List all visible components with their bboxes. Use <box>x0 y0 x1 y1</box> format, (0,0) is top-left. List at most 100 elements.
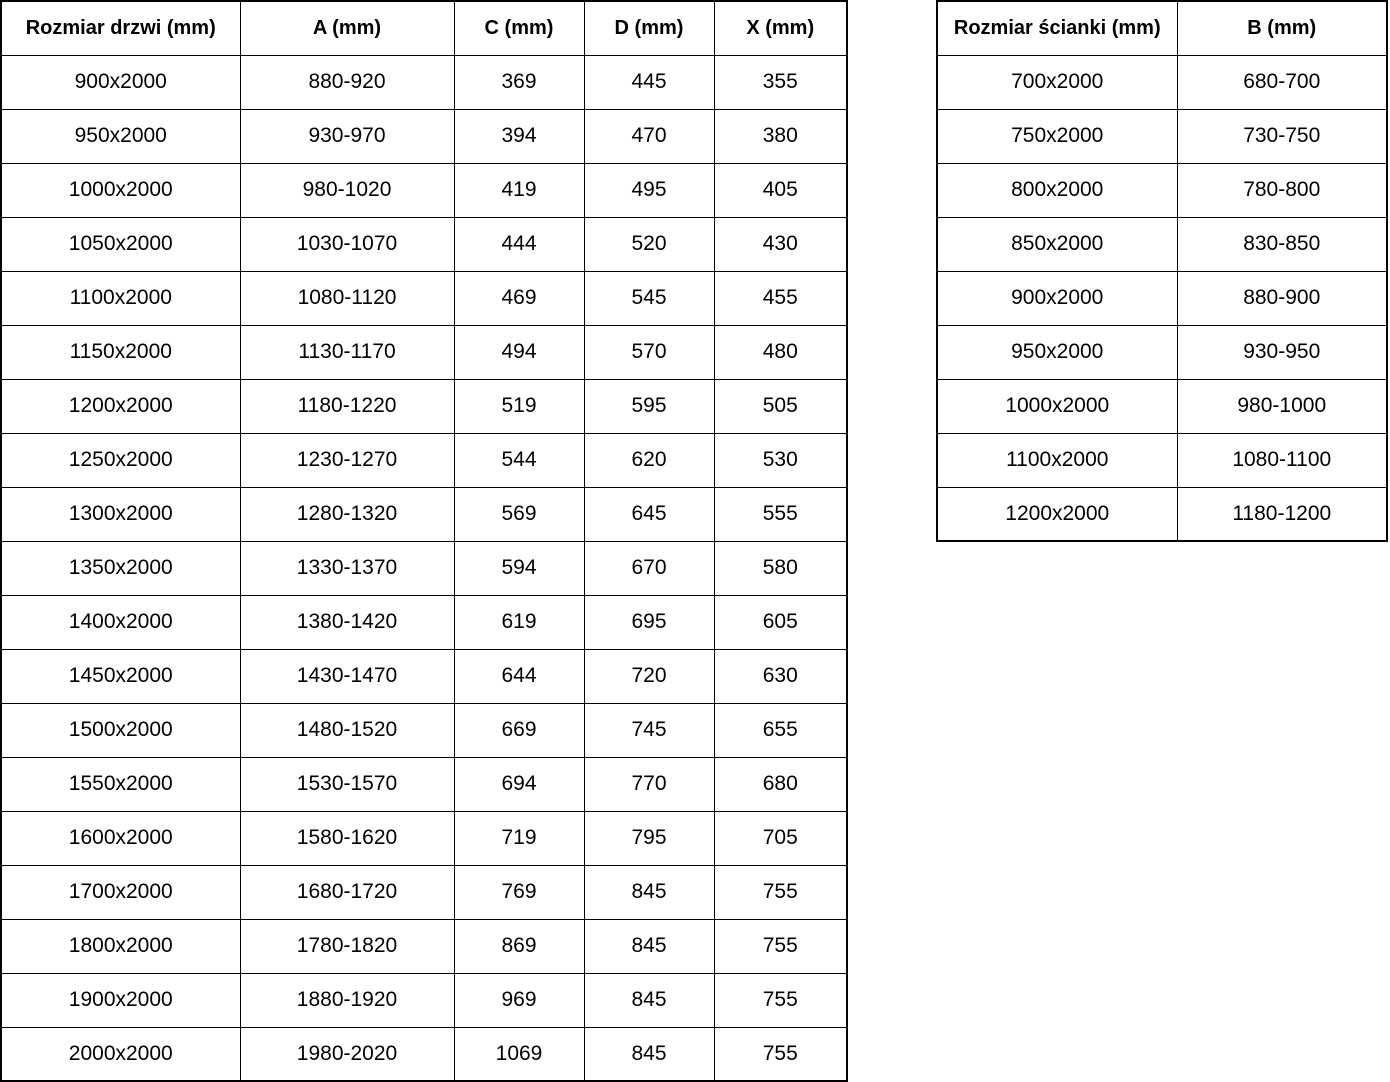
table-cell: 430 <box>713 216 848 272</box>
table-cell: 380 <box>713 108 848 164</box>
table-cell: 680-700 <box>1176 54 1388 110</box>
table-cell: 455 <box>713 270 848 326</box>
table-row: 800x2000 780-800 <box>936 162 1388 218</box>
table-cell: 670 <box>583 540 715 596</box>
table-cell: 1550x2000 <box>0 756 241 812</box>
table-cell: 755 <box>713 972 848 1028</box>
wall-panel-dimensions-table: Rozmiar ścianki (mm) B (mm) 700x2000 680-70… <box>936 0 1388 542</box>
table-cell: 769 <box>453 864 585 920</box>
table-row: 1300x2000 1280-1320 569 645 555 <box>0 486 848 542</box>
table-cell: 520 <box>583 216 715 272</box>
table-cell: 355 <box>713 54 848 110</box>
table-cell: 900x2000 <box>936 270 1178 326</box>
table-cell: 950x2000 <box>936 324 1178 380</box>
table-cell: 850x2000 <box>936 216 1178 272</box>
table-cell: 1030-1070 <box>239 216 455 272</box>
table-row: 900x2000 880-920 369 445 355 <box>0 54 848 110</box>
table-cell: 795 <box>583 810 715 866</box>
table-cell: 930-950 <box>1176 324 1388 380</box>
table-cell: 755 <box>713 1026 848 1082</box>
table-cell: 1200x2000 <box>0 378 241 434</box>
table-cell: 530 <box>713 432 848 488</box>
table-row: 1600x2000 1580-1620 719 795 705 <box>0 810 848 866</box>
table-cell: 780-800 <box>1176 162 1388 218</box>
table-cell: 800x2000 <box>936 162 1178 218</box>
table-cell: 845 <box>583 864 715 920</box>
table-cell: 1680-1720 <box>239 864 455 920</box>
table-row: 1000x2000 980-1000 <box>936 378 1388 434</box>
table-cell: 755 <box>713 864 848 920</box>
table-cell: 730-750 <box>1176 108 1388 164</box>
table-row: 1400x2000 1380-1420 619 695 605 <box>0 594 848 650</box>
table-cell: 544 <box>453 432 585 488</box>
table-cell: 695 <box>583 594 715 650</box>
table-row: 1100x2000 1080-1120 469 545 455 <box>0 270 848 326</box>
table-cell: 845 <box>583 972 715 1028</box>
table-cell: 569 <box>453 486 585 542</box>
table-cell: 394 <box>453 108 585 164</box>
table-cell: 480 <box>713 324 848 380</box>
header-row: Rozmiar drzwi (mm) A (mm) C (mm) D (mm) X (m… <box>0 0 848 56</box>
table-row: 1100x2000 1080-1100 <box>936 432 1388 488</box>
table-cell: 1600x2000 <box>0 810 241 866</box>
table-cell: 444 <box>453 216 585 272</box>
table-cell: 950x2000 <box>0 108 241 164</box>
table-cell: 619 <box>453 594 585 650</box>
table-cell: 1100x2000 <box>0 270 241 326</box>
table-cell: 594 <box>453 540 585 596</box>
table-cell: 680 <box>713 756 848 812</box>
table-cell: 1980-2020 <box>239 1026 455 1082</box>
table-cell: 745 <box>583 702 715 758</box>
table-cell: 1400x2000 <box>0 594 241 650</box>
table-cell: 369 <box>453 54 585 110</box>
header-row: Rozmiar ścianki (mm) B (mm) <box>936 0 1388 56</box>
table-cell: 845 <box>583 918 715 974</box>
table-cell: 669 <box>453 702 585 758</box>
column-header: A (mm) <box>239 0 455 56</box>
table-cell: 700x2000 <box>936 54 1178 110</box>
table-row: 1450x2000 1430-1470 644 720 630 <box>0 648 848 704</box>
column-header: X (mm) <box>713 0 848 56</box>
table-row: 1050x2000 1030-1070 444 520 430 <box>0 216 848 272</box>
table-cell: 694 <box>453 756 585 812</box>
table-row: 1200x2000 1180-1200 <box>936 486 1388 542</box>
table-cell: 1050x2000 <box>0 216 241 272</box>
table-cell: 930-970 <box>239 108 455 164</box>
table-row: 700x2000 680-700 <box>936 54 1388 110</box>
table-cell: 755 <box>713 918 848 974</box>
table-cell: 505 <box>713 378 848 434</box>
table-cell: 555 <box>713 486 848 542</box>
table-cell: 880-920 <box>239 54 455 110</box>
table-row: 850x2000 830-850 <box>936 216 1388 272</box>
table-cell: 845 <box>583 1026 715 1082</box>
table-cell: 1000x2000 <box>0 162 241 218</box>
table-row: 950x2000 930-970 394 470 380 <box>0 108 848 164</box>
table-cell: 519 <box>453 378 585 434</box>
table-cell: 545 <box>583 270 715 326</box>
table-cell: 1180-1220 <box>239 378 455 434</box>
table-cell: 620 <box>583 432 715 488</box>
table-cell: 1150x2000 <box>0 324 241 380</box>
table-cell: 830-850 <box>1176 216 1388 272</box>
table-row: 2000x2000 1980-2020 1069 845 755 <box>0 1026 848 1082</box>
table-cell: 1080-1100 <box>1176 432 1388 488</box>
table-cell: 419 <box>453 162 585 218</box>
table-cell: 1100x2000 <box>936 432 1178 488</box>
table-cell: 655 <box>713 702 848 758</box>
table-row: 950x2000 930-950 <box>936 324 1388 380</box>
table-row: 1800x2000 1780-1820 869 845 755 <box>0 918 848 974</box>
table-cell: 980-1020 <box>239 162 455 218</box>
table-cell: 705 <box>713 810 848 866</box>
table-cell: 1700x2000 <box>0 864 241 920</box>
table-row: 1250x2000 1230-1270 544 620 530 <box>0 432 848 488</box>
table-cell: 470 <box>583 108 715 164</box>
table-cell: 1180-1200 <box>1176 486 1388 542</box>
table-cell: 1080-1120 <box>239 270 455 326</box>
table-cell: 1000x2000 <box>936 378 1178 434</box>
column-header: B (mm) <box>1176 0 1388 56</box>
table-cell: 1430-1470 <box>239 648 455 704</box>
table-cell: 1800x2000 <box>0 918 241 974</box>
table-cell: 1130-1170 <box>239 324 455 380</box>
table-cell: 495 <box>583 162 715 218</box>
table-cell: 580 <box>713 540 848 596</box>
